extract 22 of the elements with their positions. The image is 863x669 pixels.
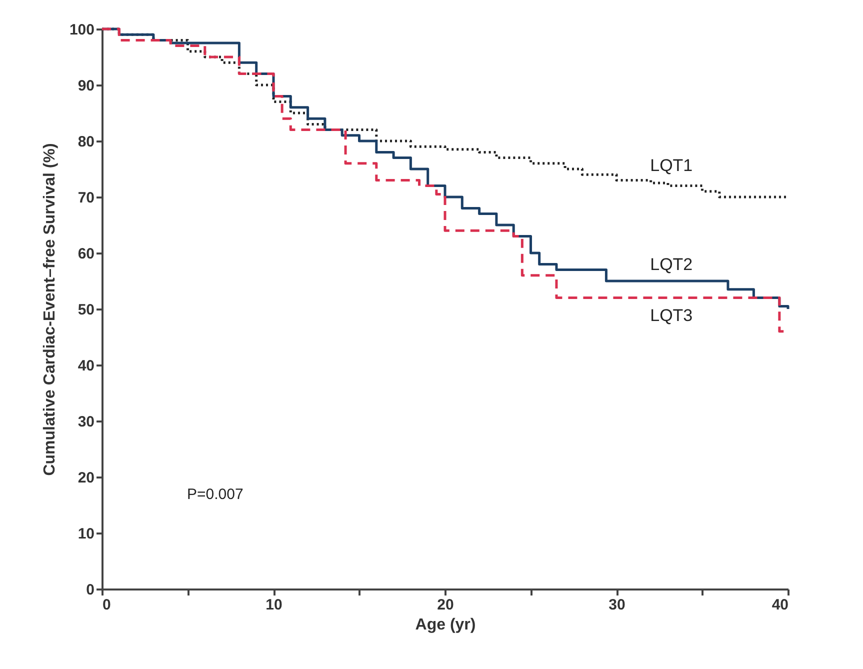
x-axis-title: Age (yr) (415, 616, 476, 634)
y-tick-label: 70 (78, 190, 94, 206)
x-tick-label: 0 (102, 596, 111, 614)
y-tick-label: 20 (78, 470, 94, 486)
y-tick-label: 0 (86, 582, 94, 598)
x-tick-label: 10 (266, 596, 282, 614)
y-tick-label: 80 (78, 134, 94, 150)
y-tick-label: 10 (78, 526, 94, 542)
x-tick-label: 20 (437, 596, 454, 614)
y-tick-label: 60 (78, 246, 94, 262)
y-axis-title: Cumulative Cardiac-Event–free Survival (%) (41, 143, 58, 476)
y-tick-label: 90 (78, 78, 94, 94)
series-label: LQT1 (650, 156, 693, 175)
annotation: P=0.007 (187, 486, 244, 503)
y-tick-label: 50 (78, 302, 94, 318)
series-label: LQT2 (650, 255, 693, 274)
y-tick-label: 100 (69, 22, 94, 38)
series-label: LQT3 (650, 306, 693, 325)
x-tick-label: 30 (608, 596, 626, 614)
y-tick-label: 30 (78, 414, 94, 430)
y-tick-label: 40 (78, 358, 94, 374)
x-tick-label: 40 (772, 596, 788, 614)
